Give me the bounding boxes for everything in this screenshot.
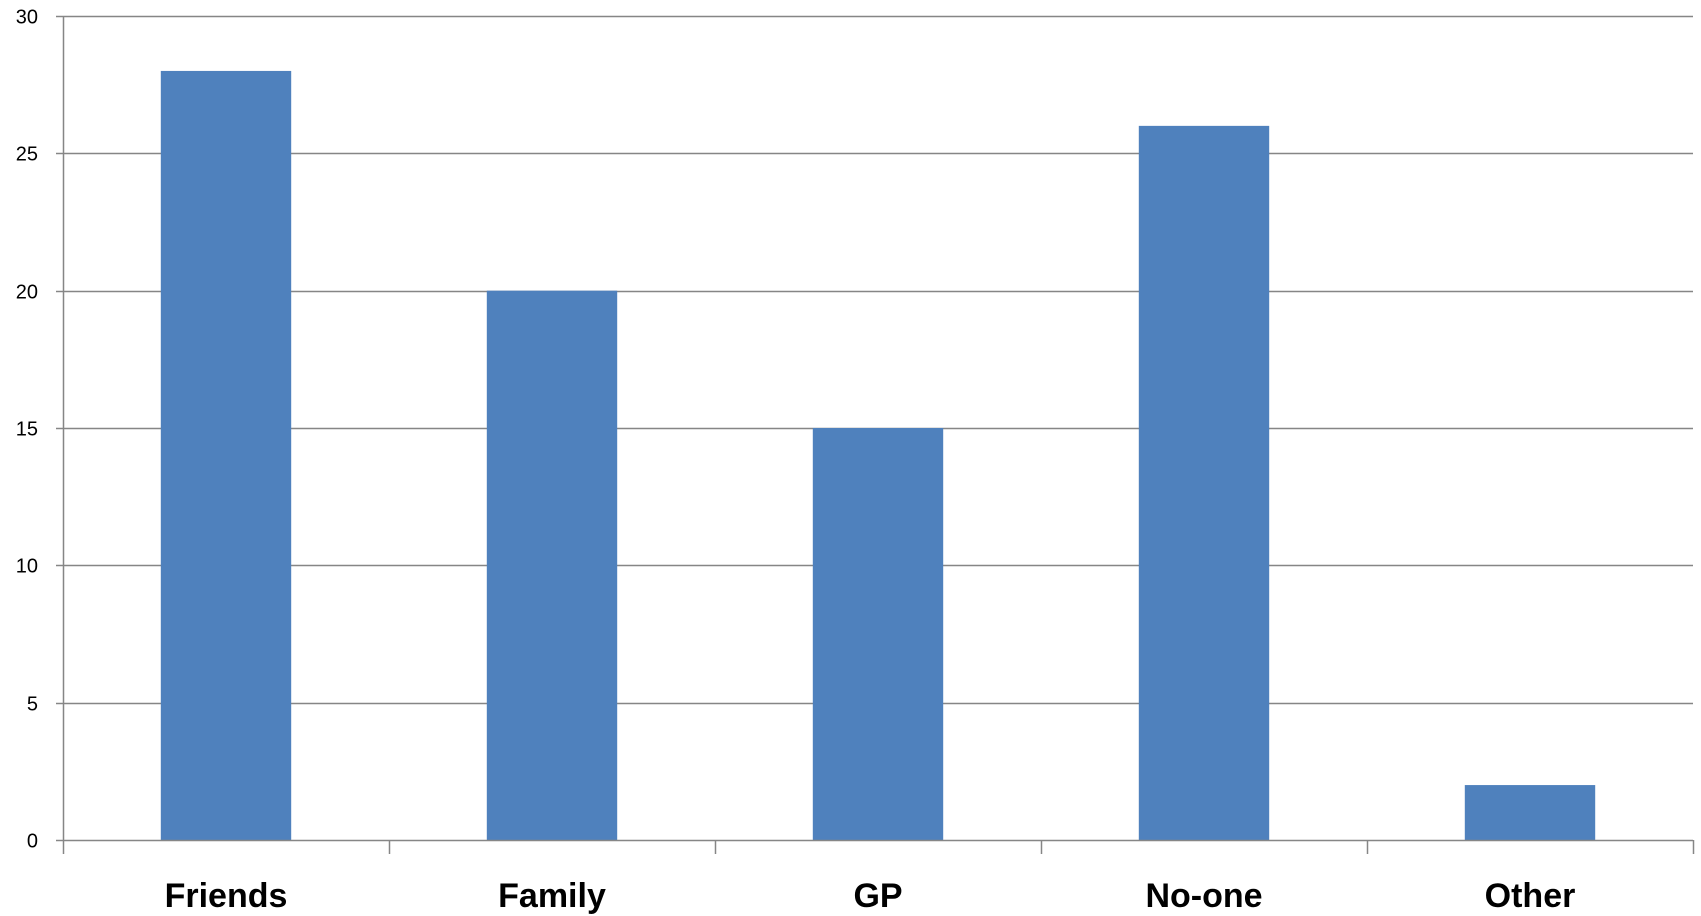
bars [160,70,1596,841]
bar-other [1464,785,1596,840]
bar-no-one [1138,125,1270,840]
y-tick-label: 15 [16,419,38,441]
x-category-label: No-one [1145,877,1262,915]
x-category-label: GP [853,877,902,915]
y-tick-label: 5 [27,694,38,716]
y-tick-label: 30 [16,7,38,29]
y-tick-label: 20 [16,282,38,304]
x-category-label: Other [1485,877,1576,915]
x-category-label: Friends [165,877,288,915]
y-tick-label: 25 [16,144,38,166]
labels: 0 5 10 15 20 25 30 Friends Family GP No-one Other [16,7,1576,916]
y-tick-label: 10 [16,556,38,578]
bar-gp [812,428,944,840]
bar-friends [160,70,292,840]
axes [56,15,1695,854]
y-tick-label: 0 [27,831,38,853]
bar-family [486,290,618,841]
x-category-label: Family [498,877,606,915]
